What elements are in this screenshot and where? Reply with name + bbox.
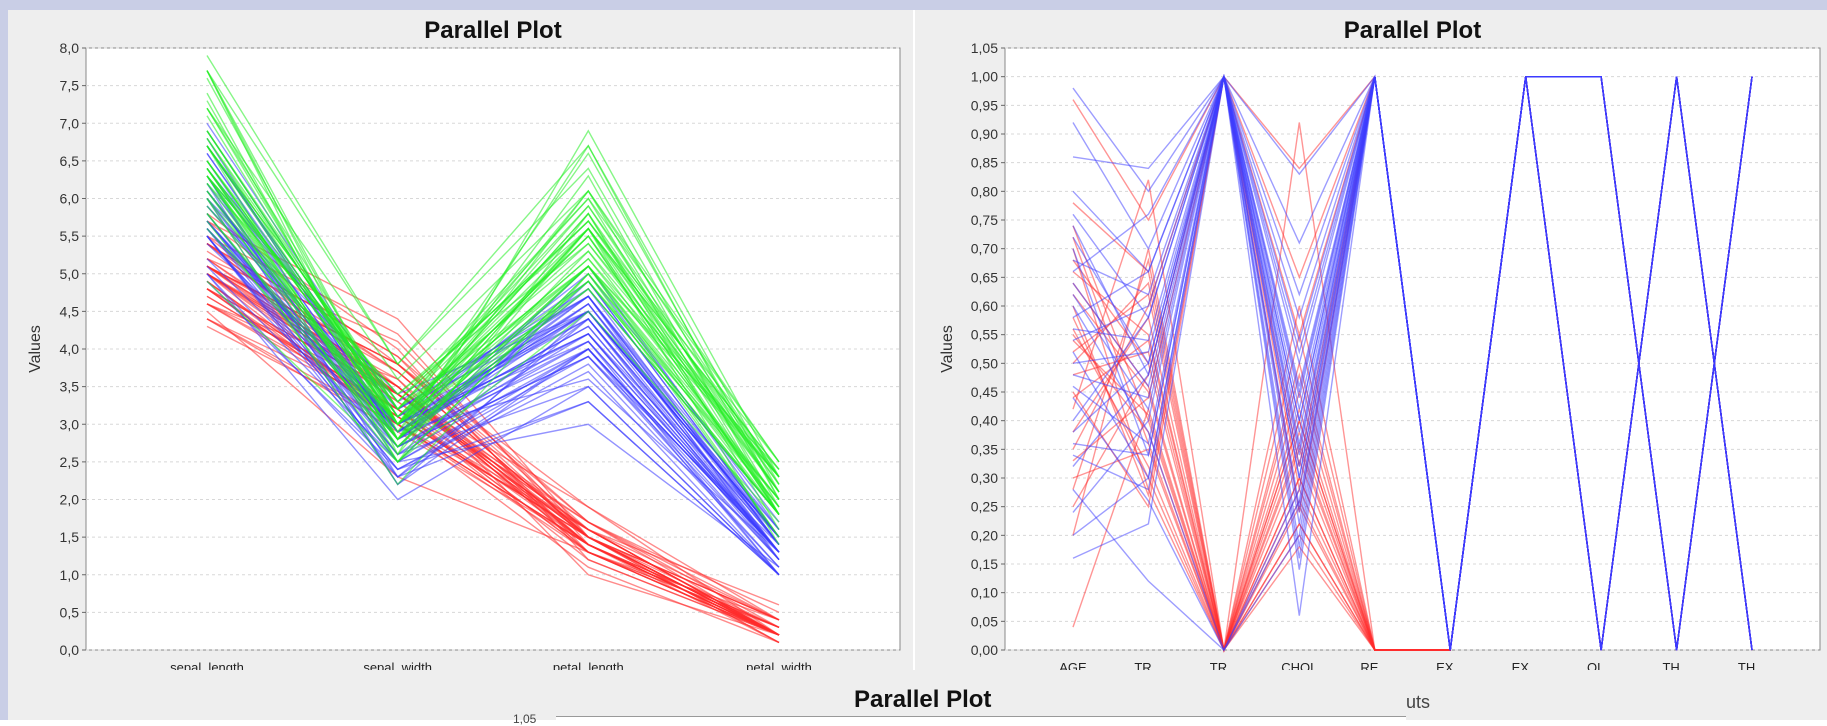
y-tick-label: 0,90: [971, 126, 998, 142]
chart-panel-heart: Parallel Plot 0,00 0,05 0,10 0,15 0,20 0,25 0,3…: [915, 10, 1827, 675]
y-tick-label: 1,05: [971, 40, 998, 56]
y-tick-label: 2,5: [60, 454, 80, 470]
y-tick-label: 8,0: [60, 40, 80, 56]
y-tick-label: 0,35: [971, 441, 998, 457]
y-tick-label: 1,5: [60, 529, 80, 545]
y-tick-label: 5,5: [60, 228, 80, 244]
bottom-stray-text: uts: [1406, 692, 1431, 712]
blue-series-line: [206, 265, 780, 568]
green-series-line: [206, 167, 780, 485]
bottom-plot-edge: [556, 716, 1406, 721]
dimension-label: EX...: [1512, 660, 1540, 670]
green-series-line: [206, 70, 780, 500]
y-tick-label: 0,0: [60, 642, 80, 658]
green-series-line: [206, 205, 780, 515]
y-tick-label: 1,00: [971, 69, 998, 85]
y-axis-label: Values: [939, 325, 956, 373]
left-band: [0, 0, 8, 720]
y-tick-label: 6,5: [60, 153, 80, 169]
y-tick-label: 3,5: [60, 379, 80, 395]
green-series-line: [206, 70, 780, 485]
green-series-line: [206, 145, 780, 470]
y-tick-label: 6,0: [60, 191, 80, 207]
green-series-line: [206, 280, 780, 523]
y-tick-label: 0,65: [971, 269, 998, 285]
y-tick-label: 0,25: [971, 499, 998, 515]
y-tick-label: 0,80: [971, 183, 998, 199]
dimension-label: TR...: [1134, 660, 1162, 670]
dimension-label: petal_length: [553, 660, 624, 670]
top-band: [0, 0, 1827, 10]
green-series-line: [206, 182, 780, 478]
y-tick-label: 4,5: [60, 303, 80, 319]
blue-series-line: [1072, 74, 1753, 651]
y-tick-label: 0,50: [971, 355, 998, 371]
bottom-partial-tick: 1,05: [513, 712, 537, 726]
dimension-label: RE...: [1360, 660, 1389, 670]
y-tick-label: 0,55: [971, 327, 998, 343]
dimension-label: AGE: [1059, 660, 1087, 670]
y-tick-label: 0,00: [971, 642, 998, 658]
y-tick-label: 1,0: [60, 567, 80, 583]
dimension-label: EX...: [1436, 660, 1464, 670]
y-tick-label: 0,75: [971, 212, 998, 228]
y-tick-label: 0,70: [971, 241, 998, 257]
y-axis-label: Values: [27, 325, 44, 373]
y-tick-label: 0,60: [971, 298, 998, 314]
y-tick-label: 4,0: [60, 341, 80, 357]
blue-series-line: [206, 235, 780, 553]
chart-title: Parallel Plot: [1344, 17, 1481, 44]
green-series-line: [206, 198, 780, 515]
parallel-plot-heart: Parallel Plot 0,00 0,05 0,10 0,15 0,20 0,25 0,3…: [939, 17, 1821, 675]
dimension-label: TH...: [1662, 660, 1690, 670]
dimension-label: petal_width: [746, 660, 812, 670]
dimension-label: sepal_length: [170, 660, 244, 670]
dimension-label: sepal_width: [363, 660, 432, 670]
green-series-line: [206, 160, 780, 500]
blue-series-line: [206, 235, 780, 576]
dimension-label: TR...: [1210, 660, 1238, 670]
chart-title: Parallel Plot: [424, 17, 561, 44]
y-tick-label: 0,05: [971, 613, 998, 629]
y-tick-label: 0,10: [971, 585, 998, 601]
y-tick-label: 0,85: [971, 155, 998, 171]
y-tick-label: 0,5: [60, 604, 80, 620]
green-series-line: [206, 198, 780, 538]
bottom-strip: Parallel Plot uts 1,05: [8, 670, 1827, 726]
y-tick-label: 0,20: [971, 527, 998, 543]
y-tick-label: 0,95: [971, 97, 998, 113]
y-tick-label: 0,45: [971, 384, 998, 400]
dimension-label: CHOL: [1281, 660, 1317, 670]
y-tick-label: 7,0: [60, 115, 80, 131]
dimension-label: TH...: [1738, 660, 1766, 670]
y-tick-label: 2,0: [60, 492, 80, 508]
y-tick-label: 0,30: [971, 470, 998, 486]
green-series-line: [206, 145, 780, 463]
y-tick-label: 5,0: [60, 266, 80, 282]
y-tick-label: 7,5: [60, 78, 80, 94]
y-tick-label: 0,40: [971, 413, 998, 429]
green-series-line: [206, 107, 780, 463]
chart-panel-iris: Parallel Plot 0,0 0,5 1,0 1,5 2,0 2,5 3,0 3,5 4,0…: [8, 10, 913, 675]
y-tick-label: 3,0: [60, 416, 80, 432]
dimension-label: OL...: [1587, 660, 1615, 670]
y-tick-label: 0,15: [971, 556, 998, 572]
parallel-plot-iris: Parallel Plot 0,0 0,5 1,0 1,5 2,0 2,5 3,0 3,5 4,0…: [27, 17, 901, 675]
blue-series-line: [206, 273, 780, 576]
bottom-chart-title: Parallel Plot: [854, 686, 992, 713]
plot-area: [1004, 47, 1821, 651]
